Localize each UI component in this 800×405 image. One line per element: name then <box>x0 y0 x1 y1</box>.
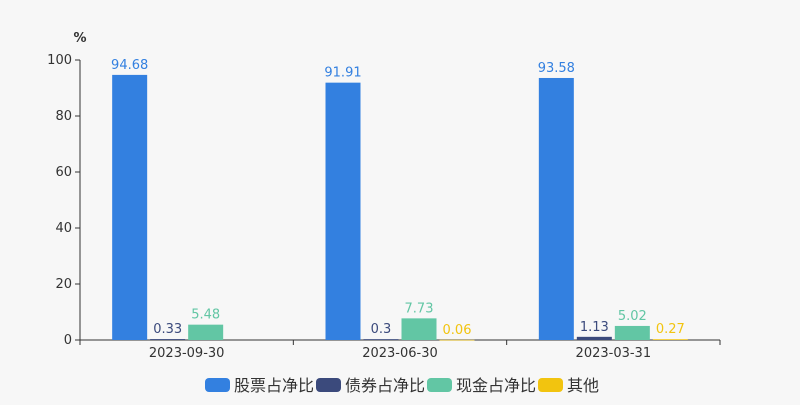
x-tick-label: 2023-09-30 <box>149 346 225 361</box>
legend-swatch <box>316 378 341 392</box>
bar <box>439 339 475 341</box>
x-tick-label: 2023-06-30 <box>362 346 438 361</box>
legend-label: 现金占净比 <box>456 376 536 395</box>
data-label: 93.58 <box>538 61 575 76</box>
legend-swatch <box>538 378 563 392</box>
data-label: 1.13 <box>580 320 609 335</box>
bar <box>188 324 224 340</box>
y-axis-label: % <box>73 31 86 46</box>
y-tick-label: 20 <box>55 277 72 292</box>
y-tick-label: 0 <box>64 333 72 348</box>
data-label: 0.33 <box>153 322 182 337</box>
data-label: 0.06 <box>443 323 472 338</box>
y-tick-label: 60 <box>55 165 72 180</box>
bar <box>576 336 612 340</box>
legend: 股票占净比 债券占净比 现金占净比 其他 <box>205 376 599 395</box>
y-tick-label: 40 <box>55 221 72 236</box>
legend-label: 股票占净比 <box>234 376 314 395</box>
bar <box>538 77 574 340</box>
legend-swatch <box>205 378 230 392</box>
bar <box>363 339 399 340</box>
bar <box>112 74 148 340</box>
bar <box>401 318 437 340</box>
plot-area: 0 20 40 60 80 100 2023-09-30 94.68 0.33 5.48 2023-… <box>47 53 721 361</box>
bar <box>150 339 186 340</box>
data-label: 0.3 <box>371 322 392 337</box>
bar <box>614 325 650 340</box>
y-tick-label: 100 <box>47 53 72 68</box>
legend-swatch <box>427 378 452 392</box>
y-tick-label: 80 <box>55 109 72 124</box>
data-label: 7.73 <box>405 301 434 316</box>
legend-label: 其他 <box>567 376 599 395</box>
data-label: 5.02 <box>618 309 647 324</box>
data-label: 0.27 <box>656 322 685 337</box>
data-label: 91.91 <box>324 66 361 81</box>
bar <box>652 339 688 340</box>
data-label: 5.48 <box>191 308 220 323</box>
legend-label: 债券占净比 <box>345 376 425 395</box>
bar <box>325 82 361 340</box>
x-tick-label: 2023-03-31 <box>576 346 652 361</box>
data-label: 94.68 <box>111 58 148 73</box>
